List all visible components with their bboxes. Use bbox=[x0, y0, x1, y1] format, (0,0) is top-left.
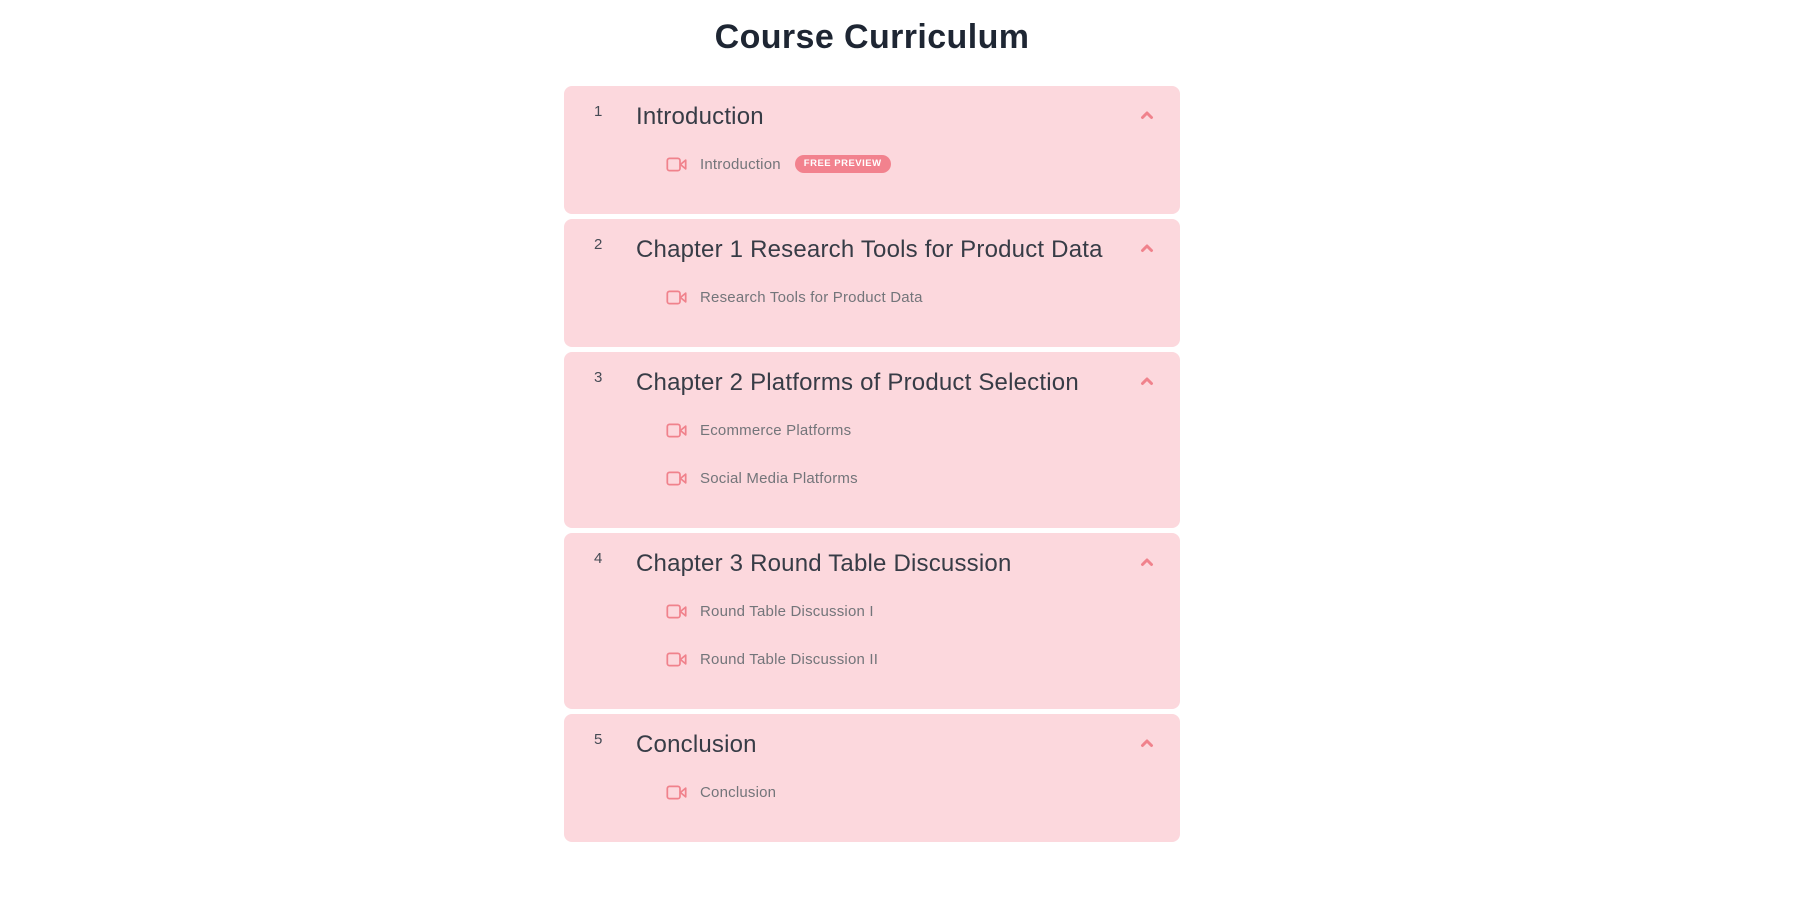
lesson-title: Ecommerce Platforms bbox=[700, 421, 852, 439]
section-title: Chapter 2 Platforms of Product Selection bbox=[636, 369, 1079, 396]
curriculum-list: 1 Introduction Introduction FREE PREVIEW… bbox=[564, 86, 1180, 842]
lesson-list: Introduction FREE PREVIEW bbox=[666, 140, 1156, 188]
page-title: Course Curriculum bbox=[714, 18, 1030, 56]
lesson-list: Research Tools for Product Data bbox=[666, 273, 1156, 321]
section-number: 5 bbox=[594, 731, 603, 748]
lesson-row[interactable]: Ecommerce Platforms bbox=[666, 406, 1156, 454]
chevron-up-icon[interactable] bbox=[1140, 557, 1154, 567]
curriculum-section: 2 Chapter 1 Research Tools for Product D… bbox=[564, 219, 1180, 347]
section-title: Chapter 1 Research Tools for Product Dat… bbox=[636, 236, 1103, 263]
curriculum-container: Course Curriculum 1 Introduction Introdu… bbox=[564, 0, 1180, 842]
section-title: Conclusion bbox=[636, 731, 757, 758]
curriculum-section: 5 Conclusion Conclusion bbox=[564, 714, 1180, 842]
section-header[interactable]: 5 Conclusion bbox=[594, 728, 1156, 762]
chevron-up-icon[interactable] bbox=[1140, 110, 1154, 120]
section-number: 3 bbox=[594, 369, 603, 386]
curriculum-section: 1 Introduction Introduction FREE PREVIEW bbox=[564, 86, 1180, 214]
section-header[interactable]: 3 Chapter 2 Platforms of Product Selecti… bbox=[594, 366, 1156, 400]
lesson-list: Round Table Discussion I Round Table Dis… bbox=[666, 587, 1156, 683]
chevron-up-icon[interactable] bbox=[1140, 243, 1154, 253]
curriculum-section: 3 Chapter 2 Platforms of Product Selecti… bbox=[564, 352, 1180, 528]
free-preview-badge: FREE PREVIEW bbox=[794, 155, 891, 173]
chevron-up-icon[interactable] bbox=[1140, 738, 1154, 748]
lesson-row[interactable]: Introduction FREE PREVIEW bbox=[666, 140, 1156, 188]
section-header[interactable]: 4 Chapter 3 Round Table Discussion bbox=[594, 547, 1156, 581]
section-header[interactable]: 2 Chapter 1 Research Tools for Product D… bbox=[594, 233, 1156, 267]
video-camera-icon bbox=[666, 420, 687, 441]
lesson-title: Round Table Discussion II bbox=[700, 650, 879, 668]
video-camera-icon bbox=[666, 649, 687, 670]
video-camera-icon bbox=[666, 782, 687, 803]
section-number: 1 bbox=[594, 103, 603, 120]
lesson-title: Social Media Platforms bbox=[700, 469, 858, 487]
section-number: 4 bbox=[594, 550, 603, 567]
chevron-up-icon[interactable] bbox=[1140, 376, 1154, 386]
video-camera-icon bbox=[666, 287, 687, 308]
video-camera-icon bbox=[666, 601, 687, 622]
video-camera-icon bbox=[666, 154, 687, 175]
curriculum-section: 4 Chapter 3 Round Table Discussion Round… bbox=[564, 533, 1180, 709]
lesson-title: Round Table Discussion I bbox=[700, 602, 874, 620]
lesson-title: Introduction bbox=[700, 155, 781, 173]
lesson-row[interactable]: Social Media Platforms bbox=[666, 454, 1156, 502]
lesson-title: Research Tools for Product Data bbox=[700, 288, 923, 306]
lesson-row[interactable]: Round Table Discussion I bbox=[666, 587, 1156, 635]
lesson-row[interactable]: Conclusion bbox=[666, 768, 1156, 816]
section-header[interactable]: 1 Introduction bbox=[594, 100, 1156, 134]
lesson-row[interactable]: Research Tools for Product Data bbox=[666, 273, 1156, 321]
lesson-title: Conclusion bbox=[700, 783, 777, 801]
section-title: Introduction bbox=[636, 103, 764, 130]
video-camera-icon bbox=[666, 468, 687, 489]
section-number: 2 bbox=[594, 236, 603, 253]
lesson-list: Ecommerce Platforms Social Media Platfor… bbox=[666, 406, 1156, 502]
lesson-list: Conclusion bbox=[666, 768, 1156, 816]
section-title: Chapter 3 Round Table Discussion bbox=[636, 550, 1012, 577]
lesson-row[interactable]: Round Table Discussion II bbox=[666, 635, 1156, 683]
